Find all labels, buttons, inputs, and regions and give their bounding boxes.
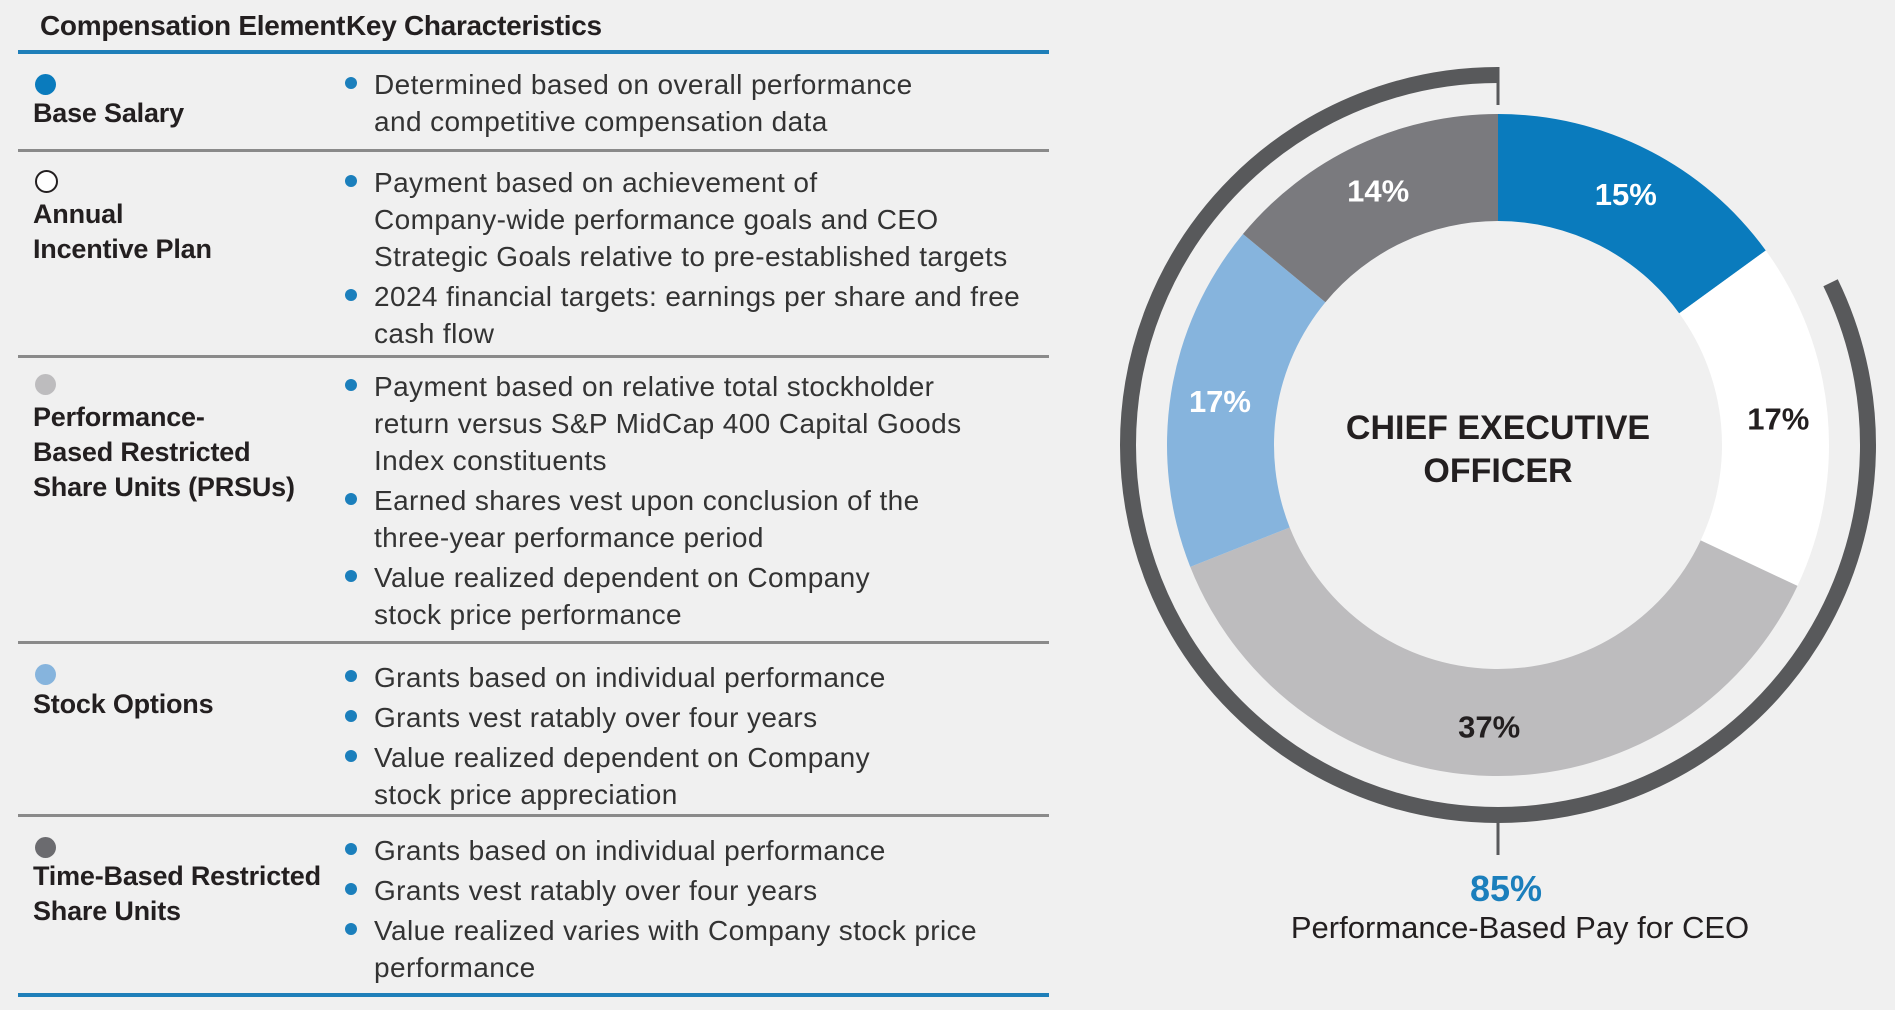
header-compensation-element: Compensation Element — [40, 10, 346, 41]
donut-svg: 15% 17% 37% 17% 14% CHIEF EXECUTIVE OFFICER — [1120, 67, 1876, 855]
table-row: Annual Incentive Plan Payment based on ac… — [18, 152, 1049, 358]
compensation-element-name: Performance- Based Restricted Share Unit… — [33, 402, 295, 502]
characteristic-item: Payment based on relative total stockhol… — [340, 368, 1060, 479]
compensation-element-name: Annual Incentive Plan — [33, 199, 212, 264]
table-row: Base Salary Determined based on overall p… — [18, 54, 1049, 152]
compensation-element-name: Stock Options — [33, 689, 214, 719]
characteristic-item: Value realized dependent on Company stock… — [340, 739, 1060, 813]
compensation-table: Compensation Element Key Characteristics… — [18, 0, 1049, 997]
characteristics-list: Payment based on relative total stockhol… — [340, 368, 1060, 636]
compensation-element-name: Base Salary — [33, 98, 184, 128]
donut-segment — [1190, 527, 1798, 776]
header-key-characteristics: Key Characteristics — [346, 10, 602, 41]
compensation-element-name: Time-Based Restricted Share Units — [33, 861, 321, 926]
table-header: Compensation Element Key Characteristics — [18, 0, 1049, 54]
characteristics-list: Determined based on overall performance a… — [340, 66, 1060, 143]
donut-segment — [1498, 114, 1766, 314]
characteristic-item: Earned shares vest upon conclusion of th… — [340, 482, 1060, 556]
characteristics-list: Grants based on individual performance Gr… — [340, 659, 1060, 816]
characteristics-list: Grants based on individual performance Gr… — [340, 832, 1060, 989]
segment-label: 17% — [1747, 402, 1809, 437]
segment-label: 17% — [1189, 384, 1251, 419]
chart-center-title: CHIEF EXECUTIVE — [1346, 409, 1650, 447]
donut-segment — [1679, 250, 1829, 586]
table-row: Performance- Based Restricted Share Unit… — [18, 358, 1049, 644]
characteristic-item: Payment based on achievement of Company-w… — [340, 164, 1060, 275]
characteristic-item: Grants based on individual performance — [340, 659, 1060, 696]
chart-center-title: OFFICER — [1423, 452, 1572, 490]
performance-based-caption: Performance-Based Pay for CEO — [1290, 910, 1750, 945]
characteristic-item: Value realized varies with Company stock… — [340, 912, 1060, 986]
table-row: Time-Based Restricted Share Units Grants … — [18, 817, 1049, 997]
segment-label: 37% — [1458, 709, 1520, 744]
performance-based-percent: 85% — [1470, 868, 1543, 909]
characteristic-item: Value realized dependent on Company stock… — [340, 559, 1060, 633]
legend-dot-icon — [35, 374, 56, 395]
legend-dot-icon — [35, 664, 56, 685]
performance-bracket-arc-right — [1497, 279, 1876, 823]
legend-dot-icon — [35, 170, 58, 193]
characteristic-item: 2024 financial targets: earnings per sha… — [340, 278, 1060, 352]
ceo-pay-donut-chart: 15% 17% 37% 17% 14% CHIEF EXECUTIVE OFFICER — [1100, 40, 1895, 905]
characteristic-item: Grants based on individual performance — [340, 832, 1060, 869]
segment-label: 15% — [1595, 177, 1657, 212]
donut-segment — [1167, 234, 1326, 567]
legend-dot-icon — [35, 837, 56, 858]
characteristics-list: Payment based on achievement of Company-w… — [340, 164, 1060, 355]
characteristic-item: Determined based on overall performance a… — [340, 66, 1060, 140]
segment-label: 14% — [1347, 173, 1409, 208]
characteristic-item: Grants vest ratably over four years — [340, 699, 1060, 736]
donut-segment — [1242, 114, 1498, 303]
table-row: Stock Options Grants based on individual … — [18, 644, 1049, 817]
legend-dot-icon — [35, 74, 56, 95]
characteristic-item: Grants vest ratably over four years — [340, 872, 1060, 909]
performance-bracket-arc-left — [1120, 67, 1499, 823]
